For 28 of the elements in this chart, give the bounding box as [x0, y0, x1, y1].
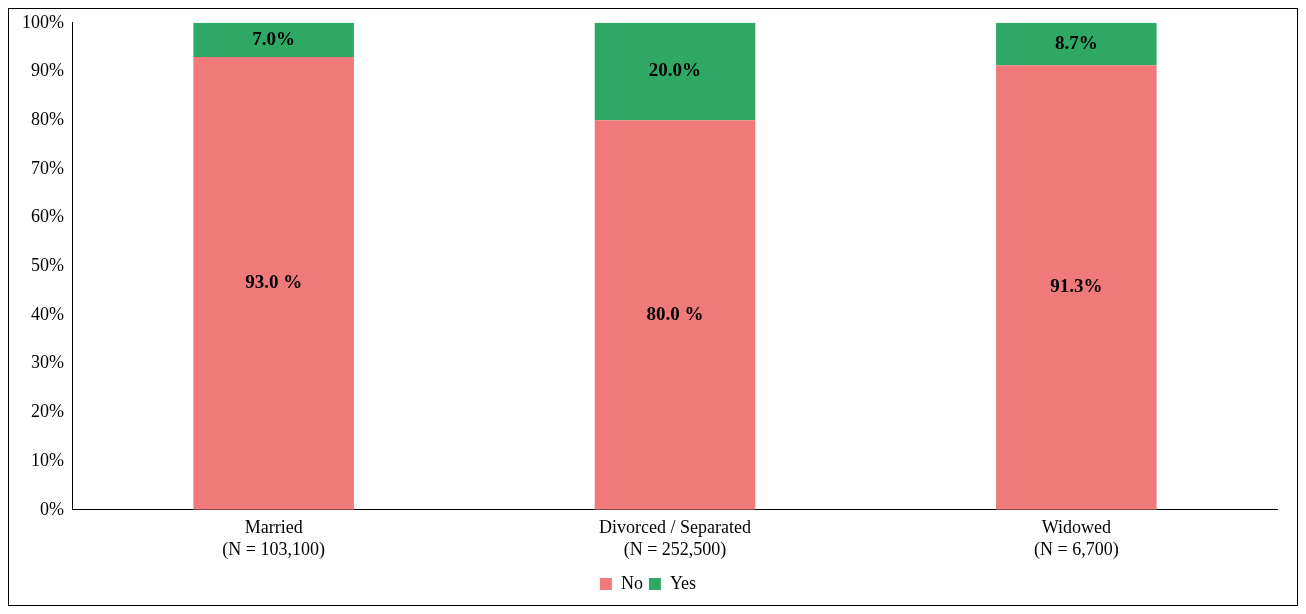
- y-tick-label: 40%: [30, 303, 64, 324]
- data-label: 91.3%: [1050, 275, 1103, 297]
- legend-label: Yes: [669, 572, 697, 593]
- data-label: 7.0%: [252, 27, 296, 49]
- data-label: 93.0 %: [245, 271, 303, 293]
- y-tick-label: 30%: [30, 352, 64, 373]
- y-tick-label: 50%: [30, 255, 64, 276]
- legend-label: No: [620, 572, 643, 593]
- y-tick-label: 0%: [39, 498, 64, 519]
- data-label: 80.0 %: [646, 302, 704, 324]
- y-tick-label: 100%: [21, 11, 64, 32]
- bar: [996, 65, 1157, 510]
- y-tick-label: 70%: [30, 157, 64, 178]
- x-tick-label: Divorced / Separated (N = 252,500): [599, 517, 751, 560]
- bar: [594, 22, 756, 121]
- x-tick-label: Married (N = 103,100): [222, 517, 325, 560]
- data-label: 20.0%: [648, 59, 702, 81]
- bar: [996, 22, 1157, 66]
- bar: [594, 120, 756, 510]
- bar: [193, 56, 354, 510]
- y-tick-label: 90%: [30, 60, 64, 81]
- x-tick-label: Widowed (N = 6,700): [1034, 517, 1119, 560]
- y-tick-label: 80%: [30, 108, 64, 129]
- data-label: 8.7%: [1054, 31, 1098, 53]
- y-tick-label: 20%: [30, 401, 64, 422]
- y-tick-label: 60%: [30, 206, 64, 227]
- y-tick-label: 10%: [30, 449, 64, 470]
- bar: [193, 22, 354, 57]
